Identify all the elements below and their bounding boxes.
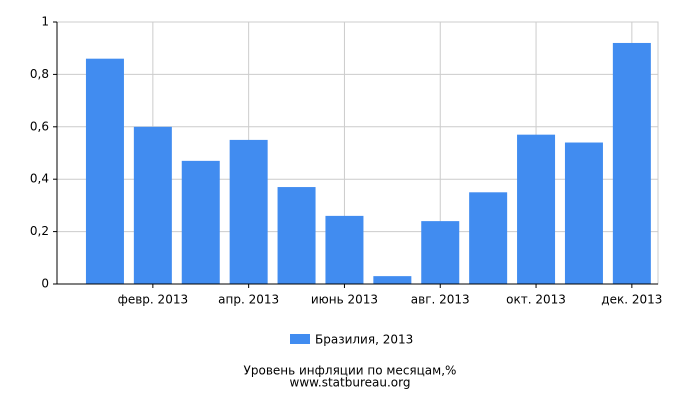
y-tick-label: 0,2 <box>30 224 49 238</box>
y-tick-label: 0,8 <box>30 67 49 81</box>
bar <box>181 160 220 284</box>
bar <box>517 134 556 284</box>
legend-swatch <box>290 334 310 344</box>
x-tick-label: дек. 2013 <box>601 293 662 307</box>
y-tick-label: 0,4 <box>30 172 49 186</box>
bar <box>229 139 268 284</box>
x-tick-label: авг. 2013 <box>411 293 470 307</box>
bar <box>133 126 172 284</box>
y-tick-label: 0 <box>41 277 49 291</box>
bar <box>469 192 508 284</box>
bar <box>612 42 651 285</box>
bar <box>277 187 316 284</box>
x-tick-label: апр. 2013 <box>218 293 279 307</box>
chart-title: Уровень инфляции по месяцам,% <box>244 364 457 378</box>
chart-source: www.statbureau.org <box>290 376 411 390</box>
bar <box>564 142 603 284</box>
x-tick-label: окт. 2013 <box>506 293 566 307</box>
y-tick-label: 1 <box>41 15 49 29</box>
legend-label: Бразилия, 2013 <box>315 333 413 347</box>
bar <box>85 58 124 285</box>
bar <box>373 276 412 284</box>
x-tick-label: февр. 2013 <box>118 293 189 307</box>
bar <box>325 215 364 284</box>
y-tick-label: 0,6 <box>30 119 49 133</box>
bar <box>421 221 460 284</box>
x-tick-label: июнь 2013 <box>311 293 378 307</box>
